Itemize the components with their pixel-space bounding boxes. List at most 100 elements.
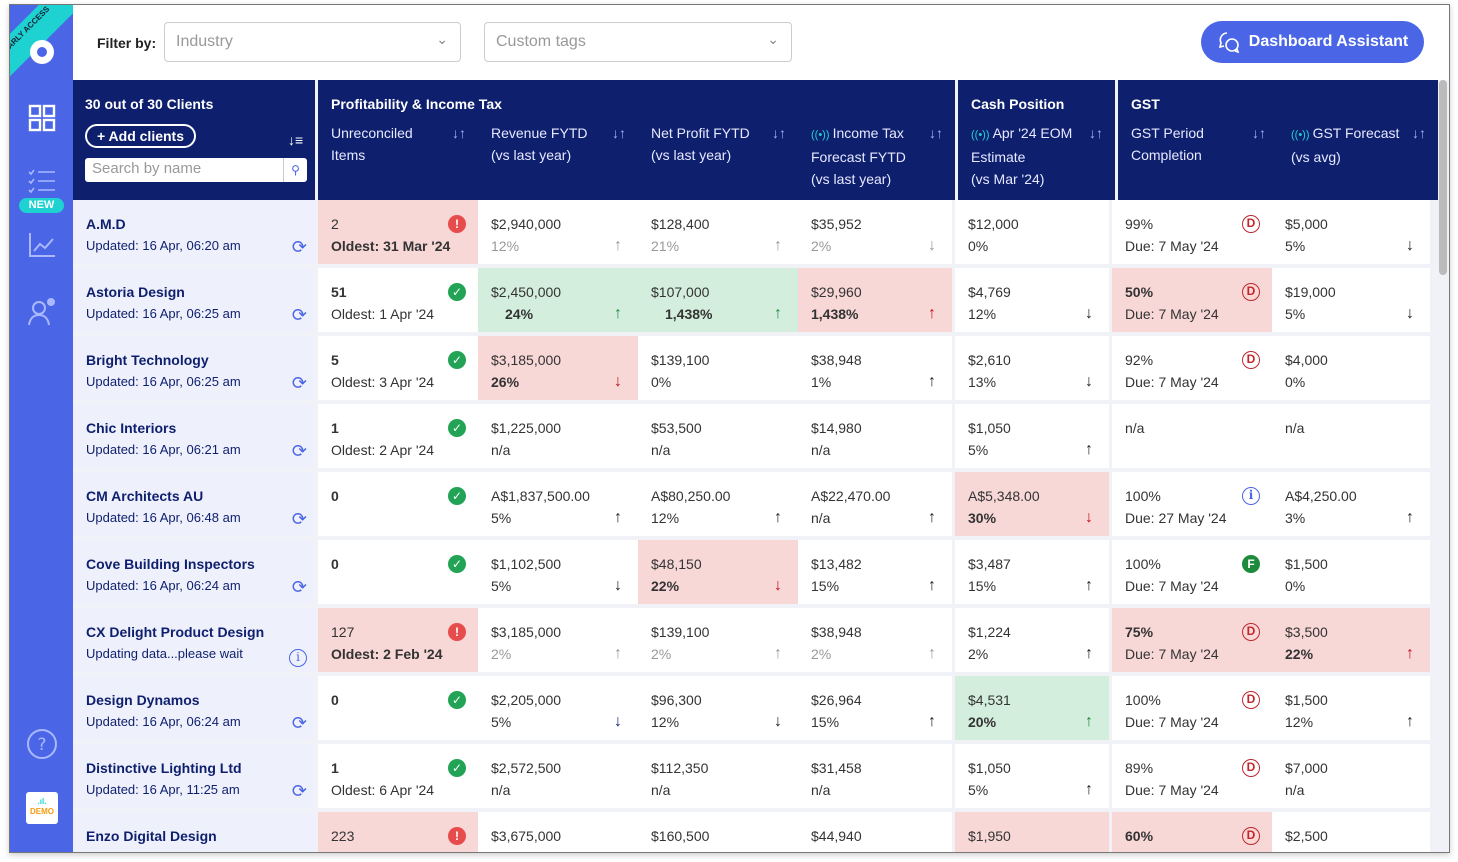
tax-cell[interactable]: $44,940: [798, 812, 955, 852]
gstf-cell[interactable]: A$4,250.00 3% ↑: [1272, 472, 1430, 536]
cash-cell[interactable]: $4,531 20% ↑: [955, 676, 1112, 740]
sort-icon[interactable]: ↓↑: [772, 125, 786, 141]
cash-cell[interactable]: A$5,348.00 30% ↓: [955, 472, 1112, 536]
client-name[interactable]: Cove Building Inspectors: [86, 556, 255, 572]
refresh-icon[interactable]: ⟳: [291, 781, 307, 801]
rev-cell[interactable]: $2,572,500 n/a: [478, 744, 638, 808]
unrec-cell[interactable]: 223!: [318, 812, 478, 852]
tax-cell[interactable]: $35,952 2% ↓: [798, 200, 955, 264]
user-settings-icon[interactable]: [24, 293, 60, 329]
cash-cell[interactable]: $3,487 15% ↑: [955, 540, 1112, 604]
vertical-scrollbar[interactable]: [1439, 80, 1447, 275]
tax-cell[interactable]: $26,964 15% ↑: [798, 676, 955, 740]
sort-icon[interactable]: ↓↑: [452, 125, 466, 141]
gstf-cell[interactable]: $4,000 0%: [1272, 336, 1430, 400]
gstf-cell[interactable]: $1,500 12% ↑: [1272, 676, 1430, 740]
refresh-icon[interactable]: ⟳: [291, 237, 307, 257]
gstp-cell[interactable]: 50% Due: 7 May '24 D: [1112, 268, 1272, 332]
rev-cell[interactable]: $2,940,000 12% ↑: [478, 200, 638, 264]
np-cell[interactable]: $128,400 21% ↑: [638, 200, 798, 264]
unrec-cell[interactable]: 0 ✓: [318, 676, 478, 740]
np-cell[interactable]: A$80,250.00 12% ↑: [638, 472, 798, 536]
gstf-cell[interactable]: $2,500: [1272, 812, 1430, 852]
np-cell[interactable]: $53,500 n/a: [638, 404, 798, 468]
search-input[interactable]: Search by name ⚲: [85, 158, 307, 182]
gstp-cell[interactable]: n/a: [1112, 404, 1272, 468]
unrec-cell[interactable]: 1 Oldest: 6 Apr '24 ✓: [318, 744, 478, 808]
table-row[interactable]: Bright Technology Updated: 16 Apr, 06:25 …: [73, 336, 1438, 404]
refresh-icon[interactable]: ⟳: [291, 713, 307, 733]
rev-cell[interactable]: $3,185,000 26% ↓: [478, 336, 638, 400]
checklist-icon[interactable]: [24, 163, 60, 199]
sort-icon[interactable]: ↓↑: [929, 125, 943, 141]
unrec-cell[interactable]: 5 Oldest: 3 Apr '24 ✓: [318, 336, 478, 400]
column-header[interactable]: GST Period Completion ↓↑: [1118, 122, 1278, 168]
np-cell[interactable]: $107,000 1,438% ↑: [638, 268, 798, 332]
client-cell[interactable]: Distinctive Lighting Ltd Updated: 16 Apr,…: [73, 744, 318, 808]
np-cell[interactable]: $139,100 0%: [638, 336, 798, 400]
refresh-icon[interactable]: ⟳: [291, 305, 307, 325]
np-cell[interactable]: $48,150 22% ↓: [638, 540, 798, 604]
cash-cell[interactable]: $1,050 5% ↑: [955, 744, 1112, 808]
client-name[interactable]: CM Architects AU: [86, 488, 204, 504]
np-cell[interactable]: $112,350 n/a: [638, 744, 798, 808]
sort-icon[interactable]: ↓↑: [1412, 125, 1426, 141]
help-icon[interactable]: ?: [24, 726, 60, 762]
table-row[interactable]: Cove Building Inspectors Updated: 16 Apr,…: [73, 540, 1438, 608]
rev-cell[interactable]: $2,205,000 5% ↓: [478, 676, 638, 740]
column-header[interactable]: ((•)) Income Tax Forecast FYTD (vs last ye…: [798, 122, 955, 190]
table-row[interactable]: A.M.D Updated: 16 Apr, 06:20 am ⟳ 2 Oldest: …: [73, 200, 1438, 268]
refresh-icon[interactable]: ⟳: [291, 373, 307, 393]
cash-cell[interactable]: $1,950: [955, 812, 1112, 852]
sort-alpha-icon[interactable]: ↓≡: [288, 132, 304, 148]
gstf-cell[interactable]: $7,000 n/a: [1272, 744, 1430, 808]
np-cell[interactable]: $96,300 12% ↓: [638, 676, 798, 740]
refresh-icon[interactable]: ⟳: [291, 577, 307, 597]
gstp-cell[interactable]: 89% Due: 7 May '24 D: [1112, 744, 1272, 808]
unrec-cell[interactable]: 0 ✓: [318, 540, 478, 604]
tax-cell[interactable]: $38,948 2% ↑: [798, 608, 955, 672]
column-header[interactable]: Unreconciled Items ↓↑: [318, 122, 478, 190]
client-cell[interactable]: CX Delight Product Design Updating data..…: [73, 608, 318, 672]
tax-cell[interactable]: $29,960 1,438% ↑: [798, 268, 955, 332]
client-name[interactable]: Design Dynamos: [86, 692, 200, 708]
table-row[interactable]: CM Architects AU Updated: 16 Apr, 06:48 a…: [73, 472, 1438, 540]
dashboard-assistant-button[interactable]: Dashboard Assistant: [1201, 21, 1424, 63]
unrec-cell[interactable]: 1 Oldest: 2 Apr '24 ✓: [318, 404, 478, 468]
client-name[interactable]: Chic Interiors: [86, 420, 177, 436]
refresh-icon[interactable]: ⟳: [291, 441, 307, 461]
rev-cell[interactable]: $1,102,500 5% ↓: [478, 540, 638, 604]
gstp-cell[interactable]: 75% Due: 7 May '24 D: [1112, 608, 1272, 672]
tax-cell[interactable]: $14,980 n/a: [798, 404, 955, 468]
refresh-icon[interactable]: ⟳: [291, 509, 307, 529]
client-name[interactable]: Distinctive Lighting Ltd: [86, 760, 242, 776]
column-header[interactable]: Revenue FYTD (vs last year) ↓↑: [478, 122, 638, 190]
table-row[interactable]: Chic Interiors Updated: 16 Apr, 06:21 am ⟳…: [73, 404, 1438, 472]
industry-select[interactable]: Industry ⌄: [164, 22, 461, 62]
gstf-cell[interactable]: n/a: [1272, 404, 1430, 468]
client-name[interactable]: Bright Technology: [86, 352, 209, 368]
gstf-cell[interactable]: $5,000 5% ↓: [1272, 200, 1430, 264]
column-header[interactable]: ((•)) GST Forecast (vs avg) ↓↑: [1278, 122, 1438, 168]
cash-cell[interactable]: $2,610 13% ↓: [955, 336, 1112, 400]
search-icon[interactable]: ⚲: [283, 158, 307, 182]
client-cell[interactable]: Chic Interiors Updated: 16 Apr, 06:21 am ⟳: [73, 404, 318, 468]
gstp-cell[interactable]: 100% Due: 27 May '24 i: [1112, 472, 1272, 536]
app-logo[interactable]: [30, 40, 54, 64]
np-cell[interactable]: $160,500: [638, 812, 798, 852]
tax-cell[interactable]: A$22,470.00 n/a ↑: [798, 472, 955, 536]
gstf-cell[interactable]: $1,500 0%: [1272, 540, 1430, 604]
np-cell[interactable]: $139,100 2% ↑: [638, 608, 798, 672]
gstp-cell[interactable]: 100% Due: 7 May '24 D: [1112, 676, 1272, 740]
table-row[interactable]: CX Delight Product Design Updating data..…: [73, 608, 1438, 676]
client-cell[interactable]: Cove Building Inspectors Updated: 16 Apr,…: [73, 540, 318, 604]
info-icon[interactable]: i: [289, 644, 307, 667]
rev-cell[interactable]: $3,185,000 2% ↑: [478, 608, 638, 672]
gstp-cell[interactable]: 100% Due: 7 May '24 F: [1112, 540, 1272, 604]
table-row[interactable]: Enzo Digital Design 223! $3,675,000 $160,50…: [73, 812, 1438, 852]
rev-cell[interactable]: $3,675,000: [478, 812, 638, 852]
rev-cell[interactable]: A$1,837,500.00 5% ↑: [478, 472, 638, 536]
gstp-cell[interactable]: 92% Due: 7 May '24 D: [1112, 336, 1272, 400]
cash-cell[interactable]: $12,000 0%: [955, 200, 1112, 264]
chart-line-icon[interactable]: [24, 227, 60, 263]
